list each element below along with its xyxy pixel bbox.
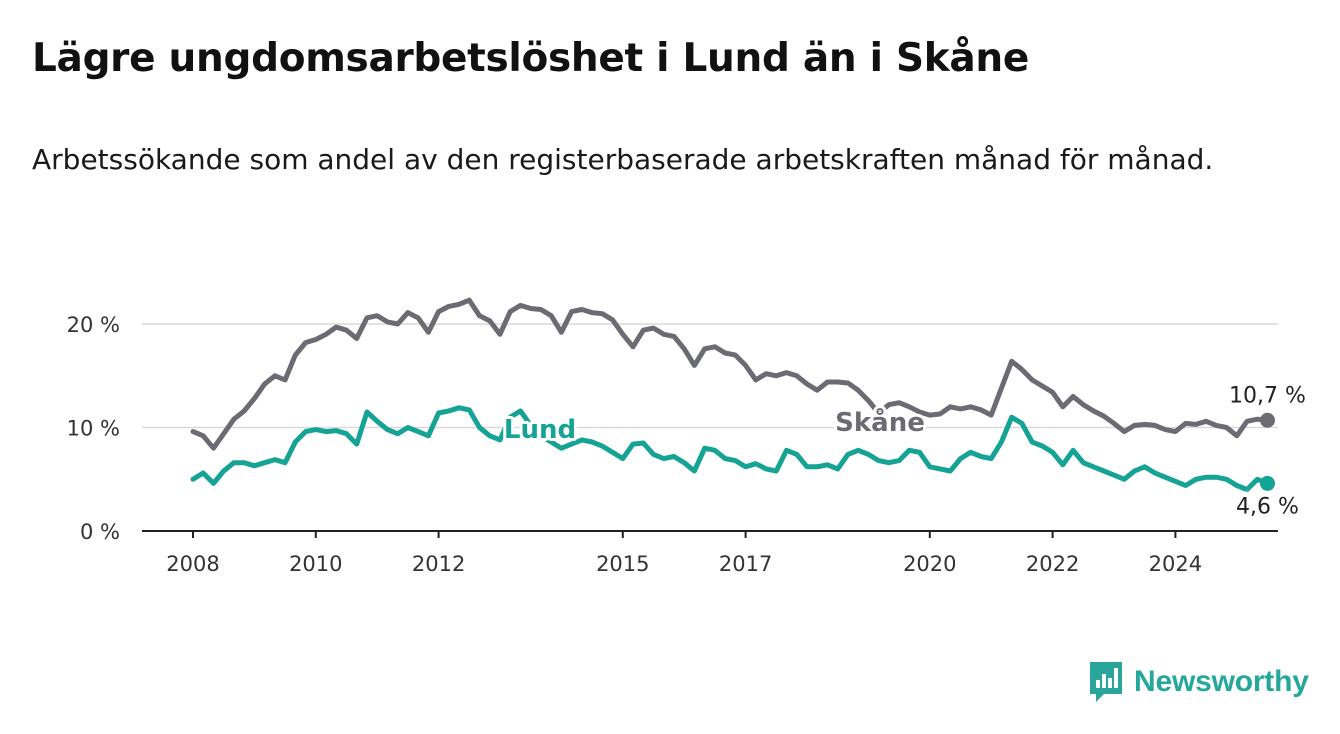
end-value-label-lund: 4,6 % <box>1236 494 1299 519</box>
x-tick-label: 2020 <box>903 552 956 576</box>
y-tick-label: 20 % <box>67 313 120 337</box>
end-point-lund <box>1260 475 1275 491</box>
x-tick-label: 2008 <box>166 552 219 576</box>
newsworthy-chart-icon <box>1090 662 1122 702</box>
grid-lines <box>142 323 1278 429</box>
series-label-skåne: Skåne <box>835 406 925 438</box>
x-tick-label: 2010 <box>289 552 342 576</box>
series-line-lund <box>190 405 1270 493</box>
y-axis-tick-labels: 0 % 10 % 20 % <box>67 313 120 544</box>
series-line-skåne <box>190 297 1270 451</box>
chart-subtitle: Arbetssökande som andel av den registerb… <box>32 143 1214 176</box>
series-lines <box>190 297 1275 493</box>
x-axis <box>142 530 1278 538</box>
series-label-lund: Lund <box>504 415 576 445</box>
brand-name: Newsworthy <box>1134 665 1309 698</box>
chart-title: Lägre ungdomsarbetslöshet i Lund än i Sk… <box>32 36 1030 81</box>
line-chart: 0 % 10 % 20 % 2008 2010 2012 2015 2017 2020 2022… <box>67 297 1309 576</box>
series-labels: Skåne Lund 10,7 % 4,6 % <box>501 381 1309 522</box>
x-tick-label: 2022 <box>1026 552 1079 576</box>
y-tick-label: 0 % <box>80 520 120 544</box>
end-value-label-skåne: 10,7 % <box>1229 383 1306 408</box>
x-axis-tick-labels: 2008 2010 2012 2015 2017 2020 2022 2024 <box>166 552 1202 576</box>
x-tick-label: 2017 <box>719 552 772 576</box>
x-tick-label: 2015 <box>596 552 649 576</box>
x-tick-label: 2012 <box>412 552 465 576</box>
y-tick-label: 10 % <box>67 417 120 441</box>
newsworthy-logo: Newsworthy <box>1088 660 1309 704</box>
end-point-skåne <box>1260 412 1275 428</box>
x-tick-label: 2024 <box>1149 552 1202 576</box>
